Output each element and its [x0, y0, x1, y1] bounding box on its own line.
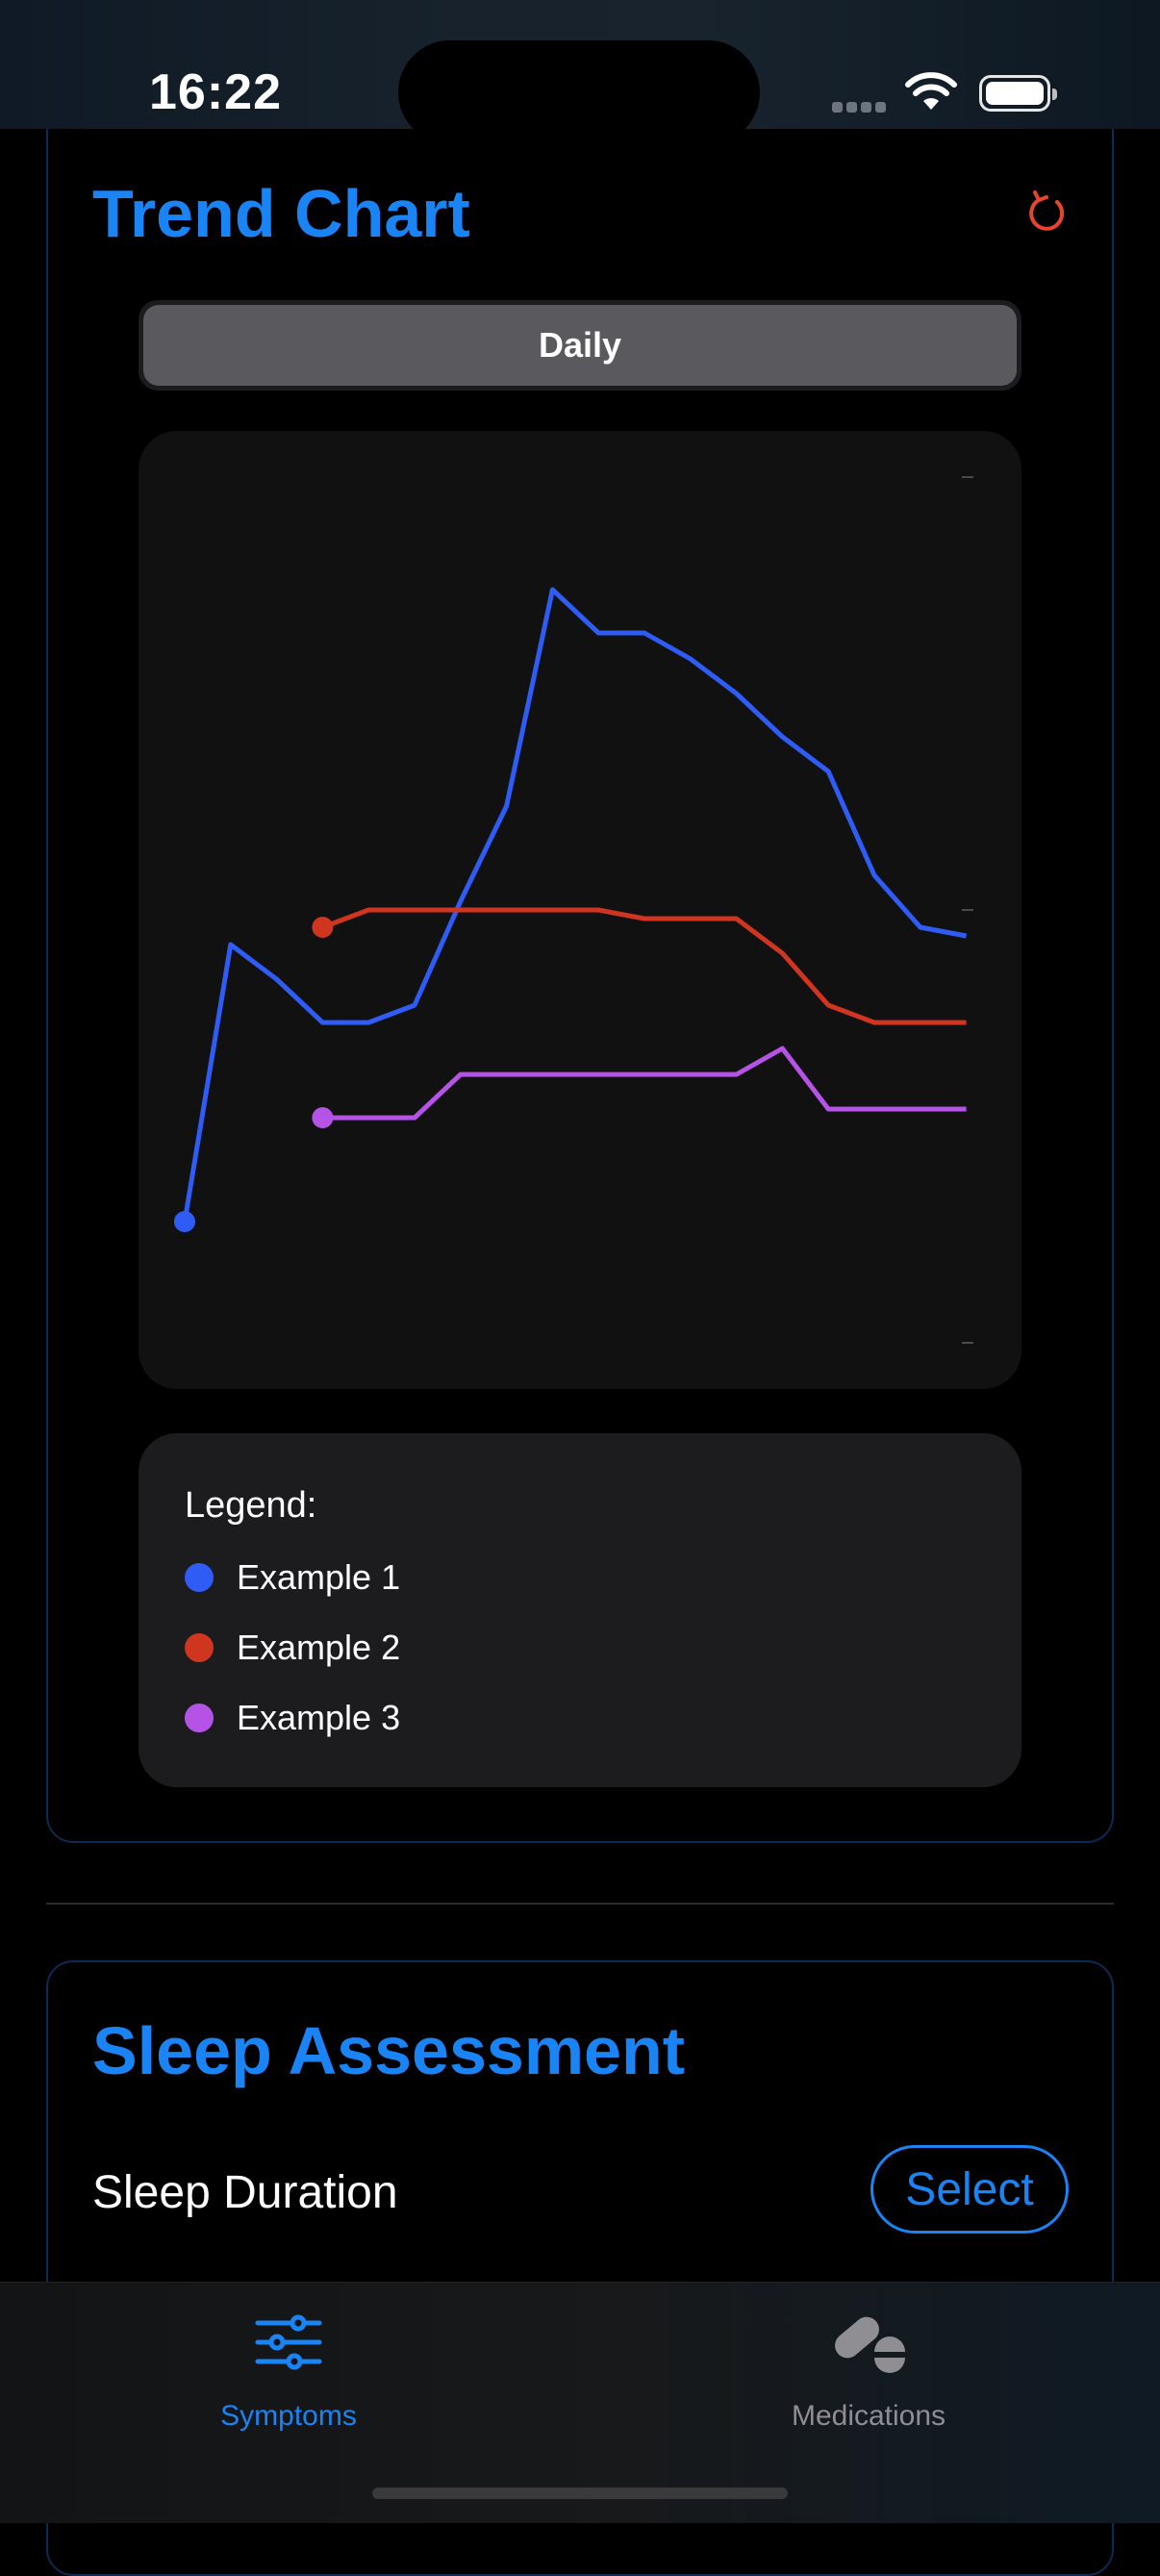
legend-label: Example 2 — [237, 1628, 401, 1667]
chart-legend: Legend: Example 1 Example 2 Example 3 — [139, 1433, 1021, 1787]
series-start-point-1 — [174, 1211, 195, 1232]
legend-dot-icon — [185, 1633, 214, 1662]
series-start-point-3 — [312, 1107, 334, 1128]
legend-item-example-3: Example 3 — [185, 1698, 401, 1737]
tab-label: Symptoms — [220, 2400, 357, 2432]
period-segmented-control: Daily — [139, 300, 1021, 391]
legend-dot-icon — [185, 1704, 214, 1732]
series-line-3 — [322, 1046, 967, 1121]
section-divider — [46, 1903, 1114, 1905]
status-time: 16:22 — [149, 64, 282, 120]
tab-label: Medications — [791, 2400, 946, 2432]
segment-daily[interactable]: Daily — [143, 305, 1017, 386]
sleep-assessment-title: Sleep Assessment — [92, 2013, 686, 2088]
trend-line-chart — [174, 476, 973, 1344]
series-start-point-2 — [312, 917, 334, 938]
series-line-2 — [321, 907, 967, 1025]
refresh-icon[interactable] — [1022, 189, 1071, 238]
sliders-icon — [255, 2314, 322, 2370]
trend-chart-title: Trend Chart — [92, 176, 470, 251]
trend-chart-card — [46, 58, 1114, 1843]
tab-medications[interactable]: Medications — [724, 2283, 1013, 2456]
legend-label: Example 3 — [237, 1698, 401, 1737]
legend-item-example-1: Example 1 — [185, 1557, 401, 1597]
legend-dot-icon — [185, 1563, 214, 1592]
trend-chart — [139, 431, 1021, 1389]
legend-title: Legend: — [185, 1485, 317, 1526]
sleep-duration-select-button[interactable]: Select — [870, 2145, 1069, 2234]
series-line-1 — [182, 587, 968, 1223]
legend-label: Example 1 — [237, 1557, 401, 1597]
legend-item-example-2: Example 2 — [185, 1628, 401, 1667]
wifi-icon — [905, 72, 957, 110]
dynamic-island — [398, 40, 760, 144]
cellular-signal-icon — [832, 100, 890, 117]
status-bar: 16:22 — [0, 0, 1160, 144]
pills-icon — [835, 2316, 905, 2373]
sleep-duration-label: Sleep Duration — [92, 2167, 398, 2218]
tab-symptoms[interactable]: Symptoms — [144, 2283, 433, 2456]
tab-bar: Symptoms Medications — [0, 2282, 1160, 2523]
home-indicator — [372, 2488, 788, 2499]
battery-icon — [979, 75, 1057, 112]
